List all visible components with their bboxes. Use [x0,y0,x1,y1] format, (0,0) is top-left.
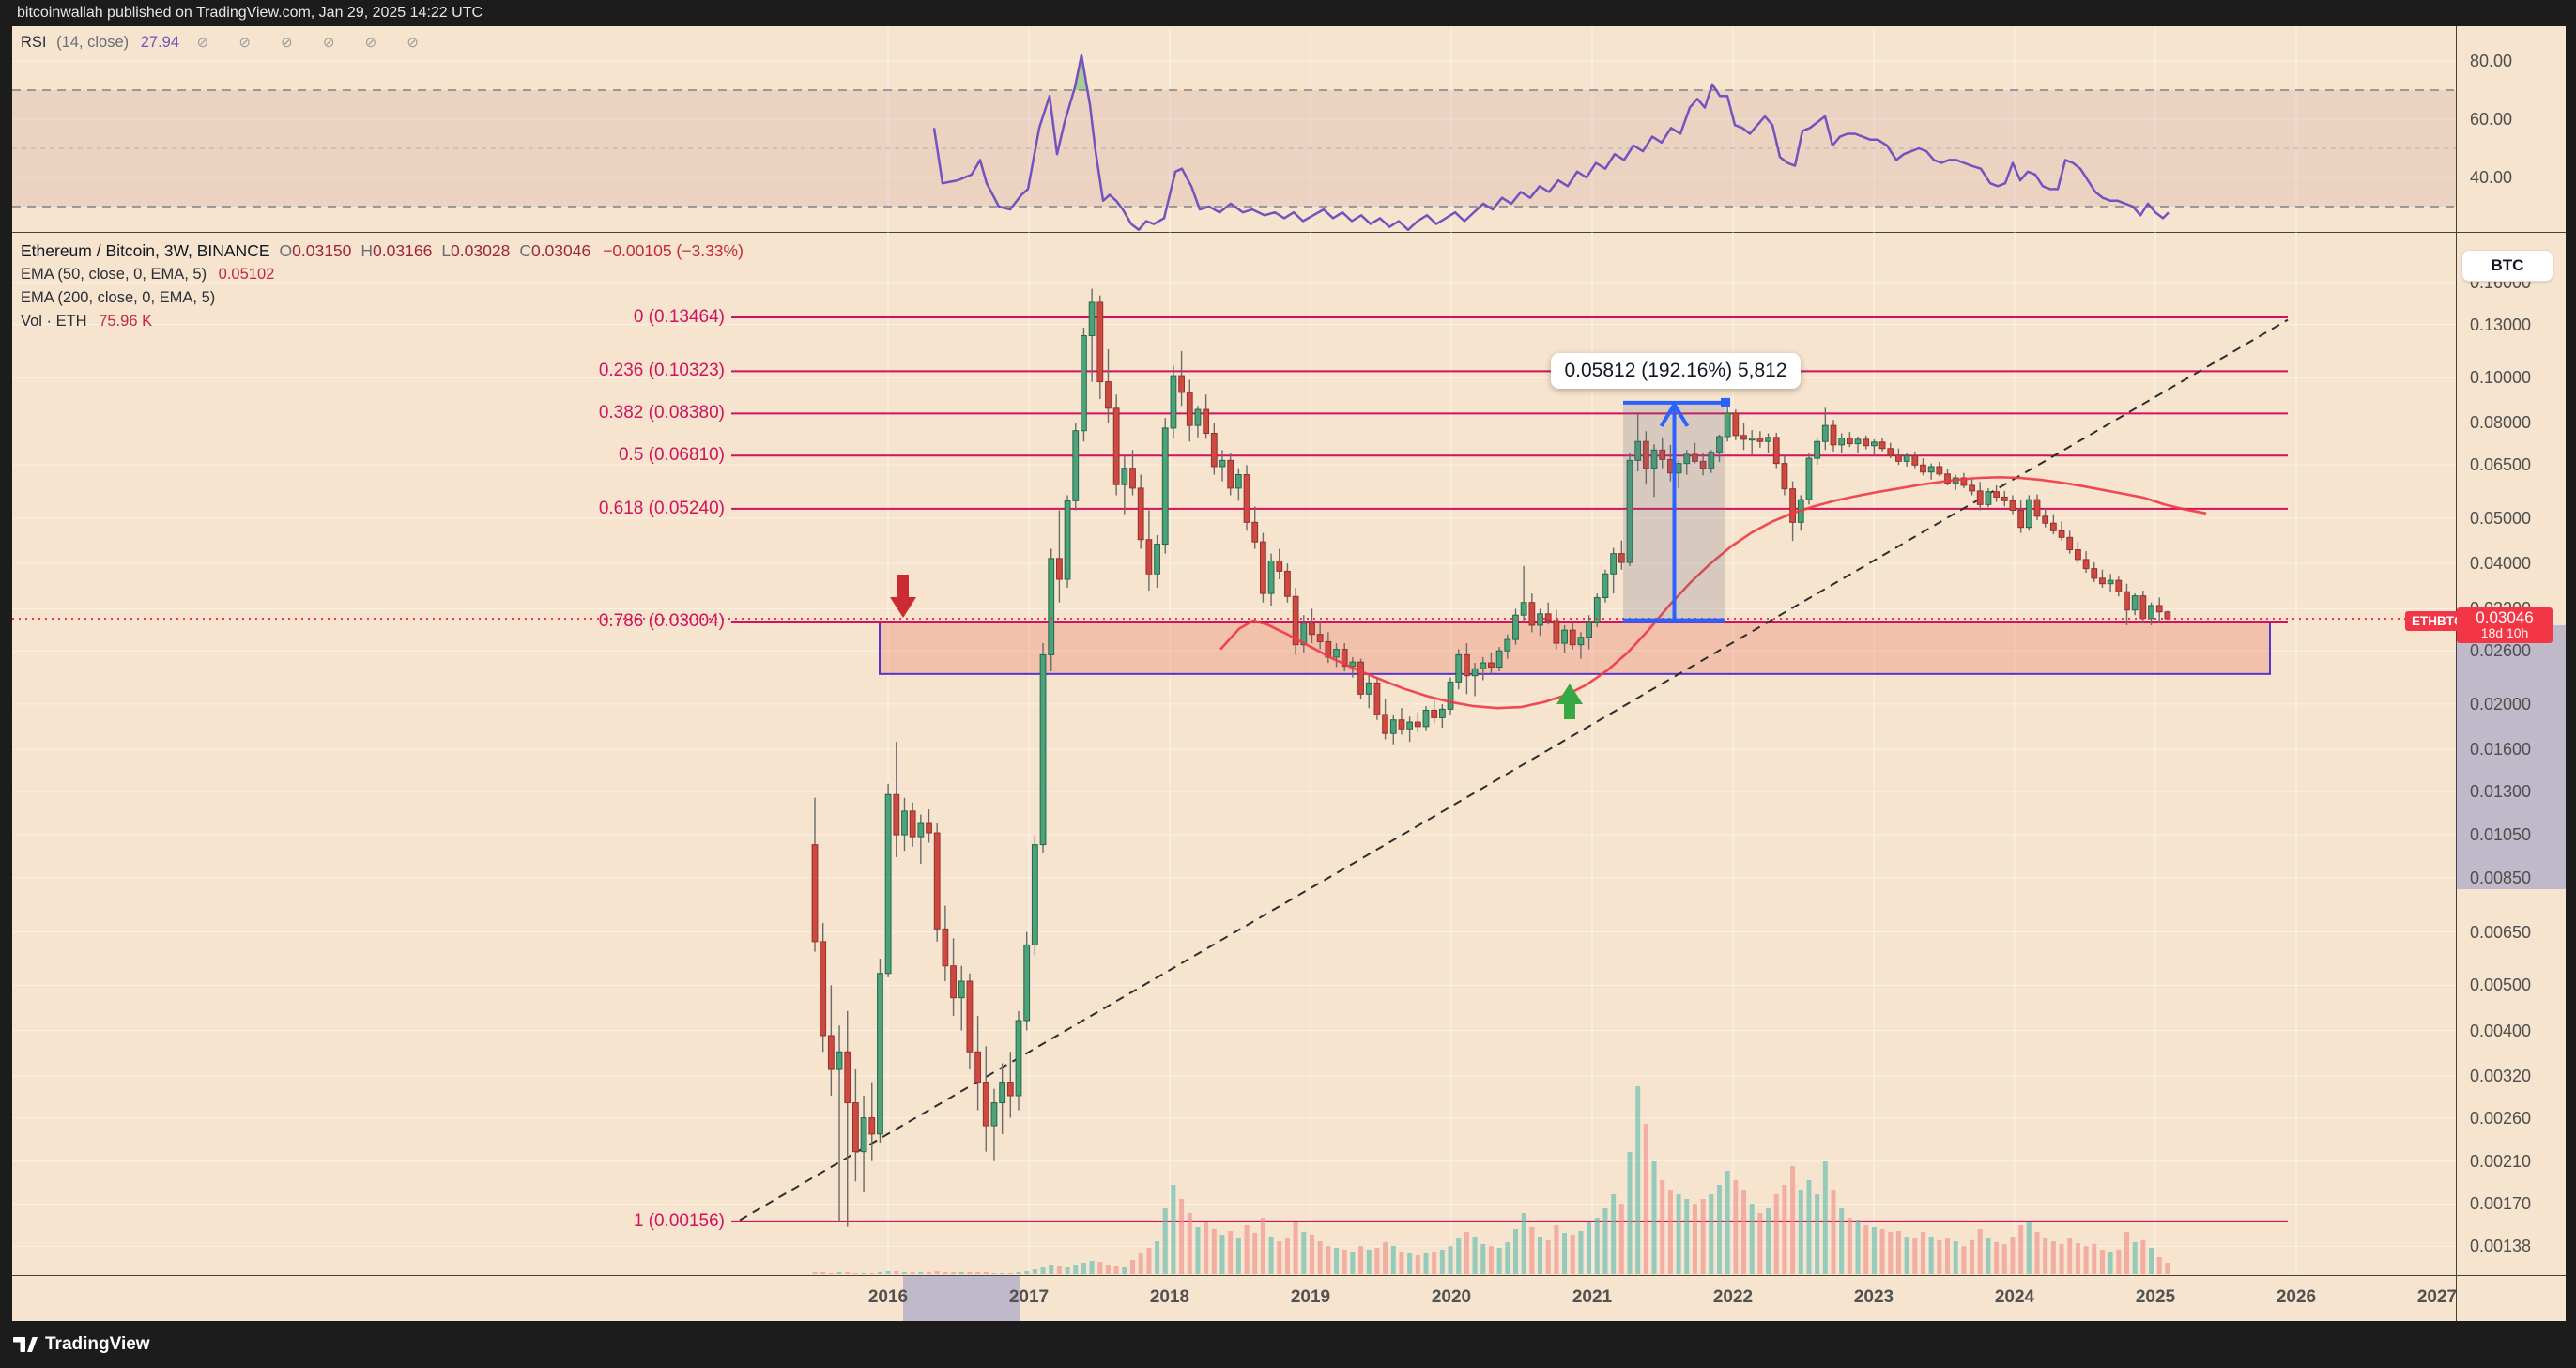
tradingview-logo-icon [13,1337,38,1352]
price-axis-label: 0.08000 [2470,413,2532,433]
price-axis-label: 0.02000 [2470,694,2532,714]
price-axis-label: 0.00320 [2470,1066,2532,1085]
volume-row[interactable]: Vol · ETH 75.96 K [21,313,152,330]
time-axis[interactable]: 2016 2017 2018 2019 2020 2021 2022 2023 2024 2025… [12,1276,2456,1321]
time-axis-year-label: 2018 [1149,1287,1190,1307]
time-axis-year-label: 2026 [2276,1287,2317,1307]
fib-level-label: 0.382 (0.08380) [598,403,725,423]
time-axis-year-label: 2024 [1994,1287,2035,1307]
ohlc-value: 0.03046 [530,241,591,260]
price-axis-label: 0.05000 [2470,508,2532,528]
ohlc-key: L [441,241,452,260]
rsi-axis-label: 60.00 [2470,110,2513,129]
symbol-title: Ethereum / Bitcoin, 3W, BINANCE [21,241,270,260]
volume-label: Vol · ETH [21,313,87,330]
fib-level-label: 0.236 (0.10323) [598,361,725,381]
price-axis-label: 0.00170 [2470,1194,2532,1214]
ema50-row[interactable]: EMA (50, close, 0, EMA, 5) 0.05102 [21,266,274,284]
price-axis-selection [2457,625,2566,889]
price-axis-label: 0.00500 [2470,976,2532,995]
time-axis-year-label: 2021 [1572,1287,1613,1307]
price-axis-label: 0.00210 [2470,1151,2532,1171]
fib-level-label: 1 (0.00156) [633,1210,725,1231]
price-axis-label: 0.02600 [2470,641,2532,661]
time-axis-year-label: 2022 [1712,1287,1754,1307]
last-price-value: 0.03046 [2476,608,2534,626]
price-axis-label: 0.10000 [2470,368,2532,388]
price-axis-label: 0.01300 [2470,781,2532,801]
ohlc-value: 0.03166 [373,241,433,260]
ohlc-key: O [279,241,293,260]
time-axis-year-label: 2016 [867,1287,909,1307]
measure-tooltip-text: 0.05812 (192.16%) 5,812 [1564,360,1787,381]
last-price-tag: 0.03046 18d 10h [2457,607,2553,643]
ema50-label: EMA (50, close, 0, EMA, 5) [21,266,207,283]
price-axis-label: 0.00650 [2470,922,2532,942]
fib-level-label: 0.618 (0.05240) [598,498,725,518]
change-value: −0.00105 (−3.33%) [603,241,744,260]
price-axis-label: 0.00400 [2470,1021,2532,1040]
time-axis-selection [903,1276,1020,1321]
price-axis-label: 0.01600 [2470,740,2532,760]
fib-level-label: 0.5 (0.06810) [618,445,725,466]
quote-currency-button[interactable]: BTC [2461,250,2553,282]
quote-currency-label: BTC [2491,256,2524,274]
ema200-row[interactable]: EMA (200, close, 0, EMA, 5) [21,289,215,307]
ohlc-key: C [519,241,531,260]
tradingview-logo[interactable]: TradingView [13,1334,150,1355]
bottom-bar: TradingView [0,1321,2576,1368]
symbol-tag-text: ETHBTC [2412,614,2463,628]
fib-level-label: 0 (0.13464) [633,307,725,327]
ohlc-key: H [360,241,374,260]
time-axis-year-label: 2025 [2135,1287,2176,1307]
price-axis-label: 0.06500 [2470,455,2532,475]
rsi-axis-label: 80.00 [2470,52,2513,70]
rsi-label: RSI [21,34,47,51]
time-axis-year-label: 2020 [1431,1287,1472,1307]
publish-info-text: bitcoinwallah published on TradingView.c… [17,5,483,21]
rsi-indicator-header[interactable]: RSI (14, close) 27.94 ⊘ ⊘ ⊘ ⊘ ⊘ ⊘ [21,34,432,52]
tradingview-logo-text: TradingView [45,1334,150,1354]
symbol-header[interactable]: Ethereum / Bitcoin, 3W, BINANCE O0.03150 H… [21,241,744,261]
time-axis-year-label: 2019 [1290,1287,1331,1307]
rsi-value: 27.94 [140,34,180,51]
volume-value: 75.96 K [99,313,153,330]
price-axis-border [2456,26,2457,1321]
publish-info-bar: bitcoinwallah published on TradingView.c… [0,0,2576,26]
price-axis-label: 0.00260 [2470,1108,2532,1128]
measure-tooltip: 0.05812 (192.16%) 5,812 [1551,353,1801,389]
time-axis-year-label: 2023 [1853,1287,1894,1307]
symbol-price-line-tag: ETHBTC [2405,611,2470,631]
price-axis-label: 0.00850 [2470,868,2532,887]
price-axis-label: 0.04000 [2470,554,2532,574]
price-axis-label: 0.00138 [2470,1237,2532,1256]
hidden-value-icons: ⊘ ⊘ ⊘ ⊘ ⊘ ⊘ [196,35,432,51]
time-axis-year-label: 2017 [1008,1287,1050,1307]
rsi-axis-label: 40.00 [2470,168,2513,187]
bar-countdown: 18d 10h [2480,624,2529,640]
time-axis-year-label: 2027 [2416,1287,2456,1307]
ema50-value: 0.05102 [218,266,275,283]
price-axis-label: 0.01050 [2470,825,2532,845]
rsi-params: (14, close) [56,34,130,51]
ema200-label: EMA (200, close, 0, EMA, 5) [21,289,216,306]
green-up-arrow [1556,684,1583,719]
time-axis-border [12,1275,2566,1276]
ohlc-value: 0.03150 [292,241,352,260]
red-down-arrow [890,575,916,618]
price-axis-label: 0.13000 [2470,315,2532,334]
fib-level-label: 0.786 (0.03004) [598,611,725,632]
rsi-main-pane-divider[interactable] [12,232,2566,233]
ohlc-value: 0.03028 [451,241,511,260]
